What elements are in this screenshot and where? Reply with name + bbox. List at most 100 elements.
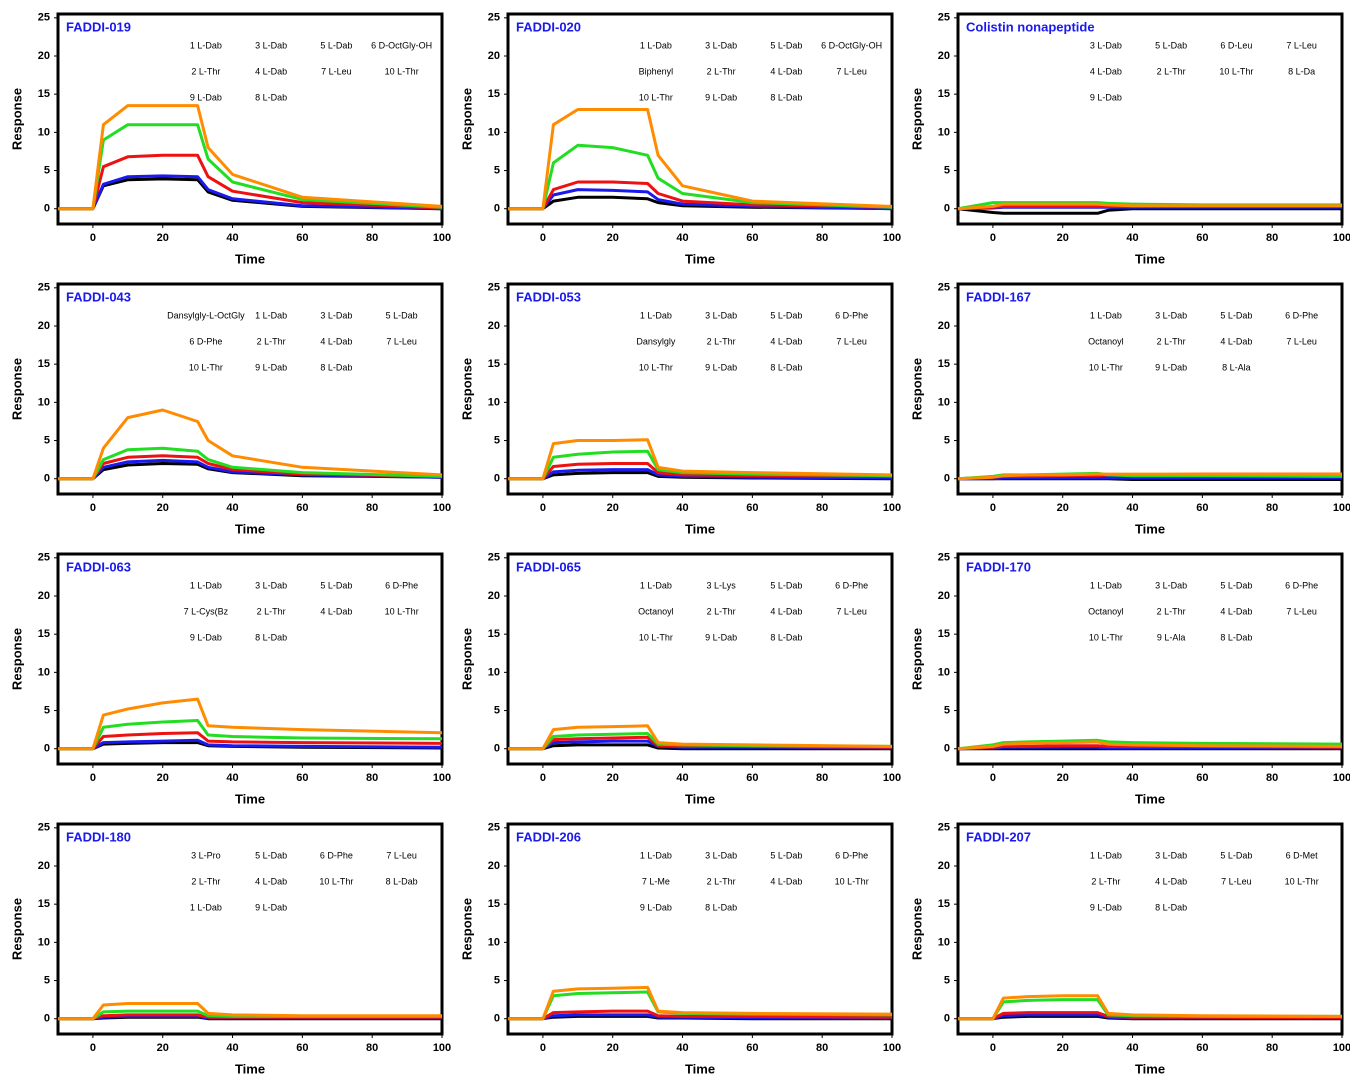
panel-title: FADDI-020: [516, 19, 581, 34]
panel-title: FADDI-019: [66, 19, 131, 34]
y-tick-label: 20: [38, 320, 50, 332]
structure-label: Biphenyl: [639, 66, 674, 76]
structure-label: 5 L-Dab: [770, 40, 802, 50]
structure-label: 7 L-Cys(Bz: [184, 606, 229, 616]
y-tick-label: 20: [488, 590, 500, 602]
y-tick-label: 10: [938, 666, 950, 678]
structure-label: 9 L-Dab: [640, 902, 672, 912]
x-tick-label: 80: [816, 232, 828, 244]
y-tick-label: 15: [938, 358, 950, 370]
panel-title: FADDI-065: [516, 559, 581, 574]
structure-label: 4 L-Dab: [320, 336, 352, 346]
structure-label: 10 L-Thr: [1285, 876, 1319, 886]
x-tick-label: 100: [1333, 502, 1350, 514]
y-tick-label: 0: [944, 1013, 950, 1025]
x-tick-label: 100: [433, 232, 451, 244]
x-tick-label: 0: [540, 232, 546, 244]
structure-label: 7 L-Leu: [386, 850, 417, 860]
y-tick-label: 15: [38, 898, 50, 910]
y-axis-label: Response: [9, 898, 24, 960]
structure-label: 3 L-Dab: [1155, 850, 1187, 860]
structure-label: 6 D-Phe: [835, 580, 868, 590]
y-axis-label: Response: [909, 358, 924, 420]
structure-label: 4 L-Dab: [770, 336, 802, 346]
y-tick-label: 0: [944, 203, 950, 215]
x-tick-label: 0: [540, 772, 546, 784]
structure-label: 9 L-Dab: [705, 362, 737, 372]
panel: 0510152025020406080100TimeResponseFADDI-…: [459, 282, 901, 537]
y-tick-label: 10: [938, 936, 950, 948]
structure-label: 3 L-Dab: [705, 40, 737, 50]
y-tick-label: 20: [488, 860, 500, 872]
structure-label: 5 L-Dab: [770, 850, 802, 860]
x-tick-label: 60: [746, 232, 758, 244]
structure-label: 7 L-Leu: [836, 606, 867, 616]
structure-label: 6 D-Met: [1286, 850, 1319, 860]
y-tick-label: 5: [944, 434, 950, 446]
structure-label: 2 L-Thr: [191, 876, 220, 886]
structure-label: 2 L-Thr: [707, 876, 736, 886]
y-tick-label: 25: [38, 282, 50, 294]
structure-label: 5 L-Dab: [320, 40, 352, 50]
x-tick-label: 80: [366, 232, 378, 244]
y-tick-label: 15: [488, 898, 500, 910]
y-tick-label: 20: [38, 590, 50, 602]
x-tick-label: 0: [90, 232, 96, 244]
panel-title: FADDI-180: [66, 829, 131, 844]
y-tick-label: 0: [44, 473, 50, 485]
structure-label: 1 L-Dab: [255, 310, 287, 320]
y-tick-label: 0: [494, 743, 500, 755]
x-tick-label: 40: [226, 502, 238, 514]
y-tick-label: 20: [938, 590, 950, 602]
x-tick-label: 40: [676, 232, 688, 244]
structure-label: 6 D-OctGly-OH: [371, 40, 432, 50]
structure-label: 1 L-Dab: [640, 580, 672, 590]
y-tick-label: 5: [44, 704, 50, 716]
structure-label: 6 D-Phe: [189, 336, 222, 346]
structure-label: 4 L-Dab: [1155, 876, 1187, 886]
structure-label: 10 L-Thr: [385, 606, 419, 616]
y-tick-label: 0: [494, 473, 500, 485]
plot-frame: [58, 284, 442, 494]
y-tick-label: 20: [488, 320, 500, 332]
x-tick-label: 60: [1196, 772, 1208, 784]
structure-label: 4 L-Dab: [770, 606, 802, 616]
x-tick-label: 100: [883, 502, 901, 514]
structure-label: 4 L-Dab: [320, 606, 352, 616]
y-tick-label: 25: [938, 822, 950, 834]
structure-label: 6 D-Phe: [385, 580, 418, 590]
x-tick-label: 100: [433, 502, 451, 514]
y-tick-label: 10: [938, 126, 950, 138]
y-tick-label: 5: [494, 974, 500, 986]
x-tick-label: 80: [1266, 772, 1278, 784]
structure-label: 7 L-Leu: [386, 336, 417, 346]
structure-label: 8 L-Ala: [1222, 362, 1251, 372]
x-tick-label: 20: [1057, 232, 1069, 244]
structure-label: 7 L-Leu: [1286, 40, 1317, 50]
structure-label: 5 L-Dab: [1220, 850, 1252, 860]
x-axis-label: Time: [685, 791, 715, 806]
y-axis-label: Response: [909, 628, 924, 690]
x-tick-label: 80: [366, 1042, 378, 1054]
y-tick-label: 15: [488, 88, 500, 100]
y-tick-label: 10: [938, 396, 950, 408]
y-tick-label: 10: [38, 666, 50, 678]
structure-label: 7 L-Leu: [1221, 876, 1252, 886]
structure-label: 1 L-Dab: [1090, 850, 1122, 860]
structure-label: Octanoyl: [1088, 336, 1124, 346]
structure-label: 3 L-Dab: [1155, 310, 1187, 320]
y-tick-label: 25: [38, 552, 50, 564]
y-tick-label: 25: [938, 282, 950, 294]
x-tick-label: 80: [1266, 502, 1278, 514]
x-tick-label: 60: [746, 772, 758, 784]
structure-label: 10 L-Thr: [189, 362, 223, 372]
structure-label: 6 D-Phe: [320, 850, 353, 860]
x-axis-label: Time: [685, 1061, 715, 1076]
panel: 0510152025020406080100TimeResponseFADDI-…: [459, 822, 901, 1077]
x-axis-label: Time: [1135, 521, 1165, 536]
structure-label: 8 L-Dab: [770, 632, 802, 642]
x-tick-label: 0: [90, 772, 96, 784]
x-tick-label: 40: [226, 1042, 238, 1054]
panel-title: Colistin nonapeptide: [966, 19, 1095, 34]
